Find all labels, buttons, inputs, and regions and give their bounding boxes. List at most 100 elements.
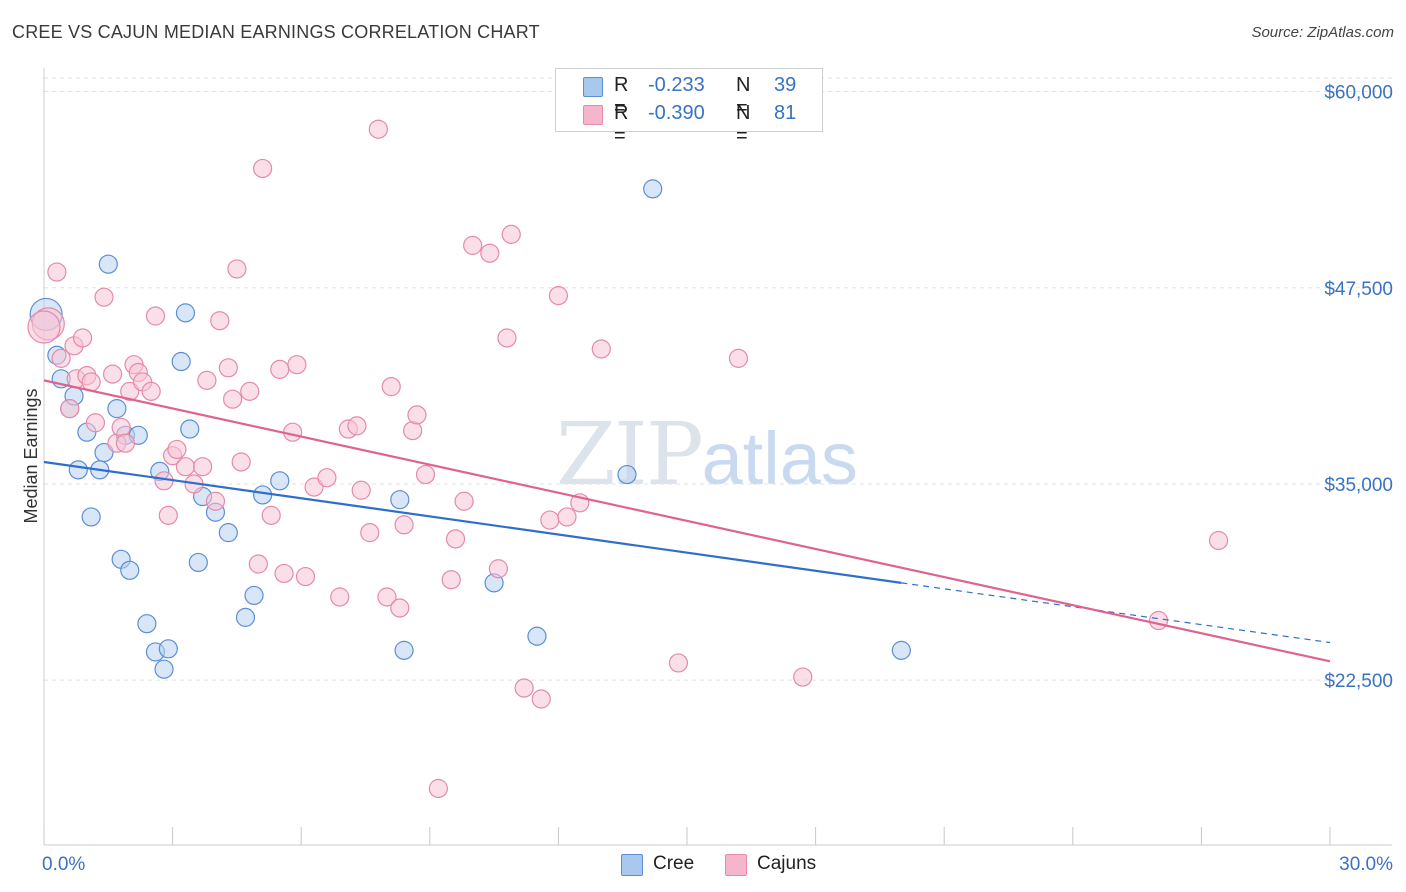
- cajun-point: [47, 262, 67, 282]
- cajun-point: [218, 358, 238, 378]
- cajun-point: [210, 311, 230, 331]
- legend-n-label: N =: [736, 74, 751, 119]
- cajun-point: [368, 119, 388, 139]
- cree-point: [270, 471, 290, 491]
- cajun-point: [197, 370, 217, 390]
- cajun-point: [360, 523, 380, 543]
- cajun-point: [1148, 610, 1169, 631]
- cree-point: [180, 419, 200, 439]
- cajun-point: [102, 364, 123, 384]
- cajun-point: [591, 339, 611, 359]
- cajun-point: [463, 235, 483, 255]
- watermark: ZIPatlas: [556, 405, 858, 505]
- cajun-point: [304, 477, 324, 497]
- cajun-point: [60, 399, 80, 419]
- legend-label-cree: Cree: [653, 853, 695, 874]
- cajun-point: [145, 306, 166, 326]
- cajun-point: [428, 778, 448, 799]
- cajun-point: [94, 287, 114, 307]
- cree-point: [158, 639, 178, 659]
- cajun-point: [531, 689, 551, 709]
- cajun-point: [167, 439, 187, 460]
- cajun-point: [261, 505, 281, 525]
- watermark-atlas: atlas: [701, 417, 858, 500]
- cajun-point: [274, 563, 294, 584]
- cree-trend-line: [43, 460, 902, 584]
- legend-label-cajuns: Cajuns: [757, 853, 817, 874]
- legend-swatch-cajuns: [725, 854, 747, 876]
- cajun-point: [111, 417, 131, 438]
- cajun-point: [347, 416, 367, 436]
- legend-r-label: R =: [614, 102, 629, 147]
- correlation-legend: R = -0.233 N = 39 R = -0.390 N = 81: [555, 68, 823, 147]
- cree-point: [98, 254, 118, 274]
- cree-point: [68, 460, 88, 480]
- cajun-point: [514, 678, 534, 698]
- y-tick-label: $60,000: [1324, 83, 1393, 104]
- cajun-point: [248, 554, 268, 574]
- cajun-point: [381, 377, 401, 397]
- cree-point: [107, 399, 127, 419]
- cree-point: [891, 640, 911, 660]
- cajun-point: [330, 587, 350, 607]
- cree-point: [120, 560, 140, 580]
- cajun-point: [394, 515, 414, 535]
- cree-point: [527, 626, 547, 646]
- legend-r-value: -0.233: [648, 74, 705, 96]
- x-tick-label: 30.0%: [1339, 854, 1393, 875]
- cajun-point: [454, 491, 474, 511]
- cajun-point: [488, 559, 508, 579]
- cree-point: [154, 659, 174, 679]
- cajun-point: [193, 457, 213, 477]
- cajun-point: [223, 389, 243, 409]
- legend-r-label: R =: [614, 74, 629, 119]
- cree-point: [175, 303, 196, 323]
- cajun-point: [27, 310, 61, 344]
- cree-point: [235, 607, 256, 627]
- cajun-point: [51, 348, 71, 368]
- cajun-point: [728, 348, 749, 368]
- legend-r-value: -0.390: [648, 102, 705, 124]
- cajun-point: [377, 587, 397, 607]
- cajun-point: [120, 381, 140, 401]
- cree-point: [218, 523, 238, 543]
- legend-n-label: N =: [736, 102, 751, 147]
- cajun-point: [793, 667, 813, 687]
- cree-point: [137, 614, 157, 634]
- cajun-trend-line: [43, 379, 1331, 663]
- cajun-point: [317, 468, 337, 488]
- y-tick-label: $22,500: [1324, 671, 1393, 692]
- cree-point: [643, 179, 663, 199]
- cajun-point: [390, 598, 410, 618]
- y-axis-label: Median Earnings: [21, 388, 41, 523]
- y-tick-label: $47,500: [1324, 279, 1393, 300]
- cajun-point: [497, 328, 517, 348]
- cajun-point: [227, 259, 247, 279]
- cajun-point: [175, 457, 196, 477]
- watermark-zip: ZIP: [556, 405, 704, 505]
- legend-swatch-cajuns: [583, 105, 603, 125]
- cajun-point: [351, 480, 371, 500]
- cajun-point: [158, 505, 178, 525]
- chart-title: CREE VS CAJUN MEDIAN EARNINGS CORRELATIO…: [12, 22, 540, 42]
- cajun-point: [445, 529, 466, 549]
- cajun-point: [540, 510, 560, 530]
- cajun-point: [205, 491, 226, 511]
- cajun-point: [548, 286, 569, 306]
- cajun-point: [141, 381, 161, 401]
- cajun-point: [240, 381, 260, 401]
- cajun-point: [253, 158, 273, 179]
- legend-n-value: 81: [774, 102, 797, 124]
- cree-point: [171, 351, 191, 372]
- cajun-point: [415, 464, 436, 485]
- cajun-point: [501, 224, 521, 244]
- x-tick-label: 0.0%: [42, 854, 85, 875]
- cajun-point: [668, 653, 689, 673]
- cree-trend-extension: [901, 582, 1331, 644]
- cajun-point: [1208, 530, 1229, 551]
- cajun-point: [72, 328, 93, 348]
- cajun-point: [403, 421, 423, 441]
- cree-point: [244, 585, 264, 606]
- cajun-point: [287, 355, 307, 375]
- source-label: Source: ZipAtlas.com: [1251, 24, 1394, 41]
